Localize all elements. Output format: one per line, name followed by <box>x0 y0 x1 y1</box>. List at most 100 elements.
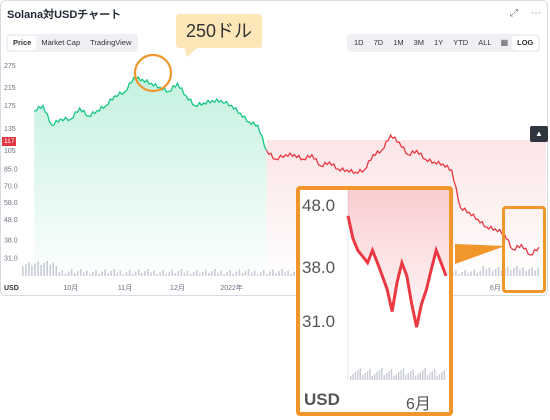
volume-bar <box>522 267 524 276</box>
ellipsis-icon[interactable]: ⋯ <box>531 8 541 19</box>
volume-bar <box>180 269 183 276</box>
volume-bar <box>259 272 262 276</box>
volume-bar <box>229 270 231 276</box>
range-all[interactable]: ALL <box>478 38 492 47</box>
volume-bar <box>208 273 210 276</box>
volume-bar <box>214 269 216 276</box>
volume-bar <box>31 265 33 276</box>
volume-bar <box>116 272 119 276</box>
volume-bar <box>455 270 457 276</box>
volume-bar <box>497 267 500 276</box>
volume-bar <box>147 269 149 276</box>
ytick-9: 38.0 <box>4 237 18 244</box>
ytick-2: 175 <box>4 103 16 110</box>
tab-tradingview[interactable]: TradingView <box>90 38 132 47</box>
volume-bar <box>107 273 109 276</box>
volume-bar <box>98 273 100 276</box>
volume-bar <box>79 269 82 276</box>
zoom-volume-bars <box>350 368 445 380</box>
range-3m[interactable]: 3M <box>413 38 425 47</box>
zoom-volume-bar <box>371 376 373 380</box>
volume-bar <box>153 270 155 276</box>
volume-bar <box>86 270 88 276</box>
volume-bar <box>226 272 228 276</box>
volume-bar <box>485 269 488 276</box>
volume-bar <box>128 270 131 276</box>
volume-bar <box>171 269 173 276</box>
zoom-price-line <box>346 215 448 328</box>
zoom-connector-arrow <box>455 244 505 264</box>
tab-price[interactable]: Price <box>8 36 37 50</box>
volume-bar <box>110 271 112 276</box>
zoom-volume-bar <box>436 376 438 380</box>
volume-bar <box>506 266 509 276</box>
zoom-volume-bar <box>443 370 445 380</box>
volume-bar <box>61 270 64 276</box>
volume-bar <box>241 273 244 276</box>
volume-bar <box>162 270 164 276</box>
zoom-volume-bar <box>390 369 393 380</box>
volume-bar <box>64 273 67 276</box>
volume-bar <box>140 273 143 276</box>
range-ytd[interactable]: YTD <box>453 38 469 47</box>
volume-bar <box>491 271 494 276</box>
zoom-volume-bar <box>354 372 357 380</box>
volume-bar <box>67 271 70 276</box>
range-1m[interactable]: 1M <box>393 38 404 47</box>
volume-bar <box>192 272 195 276</box>
volume-bar <box>168 271 170 276</box>
volume-bar <box>244 271 247 276</box>
volume-bar <box>83 272 85 276</box>
ytick-0: 275 <box>4 63 16 70</box>
calendar-icon[interactable]: ▦ <box>500 38 509 47</box>
volume-bar <box>510 270 512 276</box>
volume-bar <box>177 271 180 276</box>
volume-bar <box>293 272 295 276</box>
log-toggle[interactable]: LOG <box>512 36 539 50</box>
xtick-1: 11月 <box>118 284 132 292</box>
volume-bar <box>165 273 167 276</box>
price-area-up <box>34 77 267 270</box>
volume-bar <box>476 273 478 276</box>
volume-bar <box>287 270 289 276</box>
zoom-volume-bar <box>386 373 388 380</box>
zoom-volume-bar <box>352 374 354 380</box>
tab-market-cap[interactable]: Market Cap <box>41 38 81 47</box>
current-price-tag: 117 <box>2 137 17 146</box>
volume-bar <box>186 270 189 276</box>
zoom-volume-bar <box>398 372 400 380</box>
ytick-5: 85.0 <box>4 167 18 174</box>
scroll-up-button[interactable]: ▲ <box>530 126 548 142</box>
zoom-volume-bar <box>417 374 419 380</box>
volume-bar <box>95 270 97 276</box>
range-selector: 1D 7D 1M 3M 1Y YTD ALL ▦ LOG <box>347 34 541 52</box>
range-7d[interactable]: 7D <box>373 38 384 47</box>
range-1y[interactable]: 1Y <box>434 38 444 47</box>
zoom-volume-bar <box>376 372 378 380</box>
zoom-volume-bar <box>374 374 376 380</box>
volume-bar <box>467 273 469 276</box>
volume-bar <box>201 271 204 276</box>
volume-bar <box>211 271 213 276</box>
volume-bar <box>528 269 530 276</box>
volume-bar <box>232 273 234 276</box>
zoom-volume-bar <box>434 369 436 380</box>
ytick-4: 105 <box>4 148 16 155</box>
volume-bar <box>119 270 122 276</box>
volume-bar <box>198 273 201 276</box>
expand-icon[interactable]: ⤢ <box>510 8 518 19</box>
chart-title: Solana対USDチャート <box>7 9 122 21</box>
volume-bar <box>458 274 460 276</box>
volume-bar <box>290 274 292 276</box>
volume-bar <box>217 272 219 276</box>
zoom-volume-bar <box>362 375 364 380</box>
range-1d[interactable]: 1D <box>354 38 364 47</box>
volume-bar <box>125 272 128 276</box>
zoom-volume-bar <box>381 368 383 380</box>
volume-bar <box>519 269 521 276</box>
ytick-7: 58.0 <box>4 200 18 207</box>
volume-bar <box>159 272 161 276</box>
zoom-volume-bar <box>405 375 407 380</box>
zoom-ytick-31: 31.0 <box>302 312 336 331</box>
